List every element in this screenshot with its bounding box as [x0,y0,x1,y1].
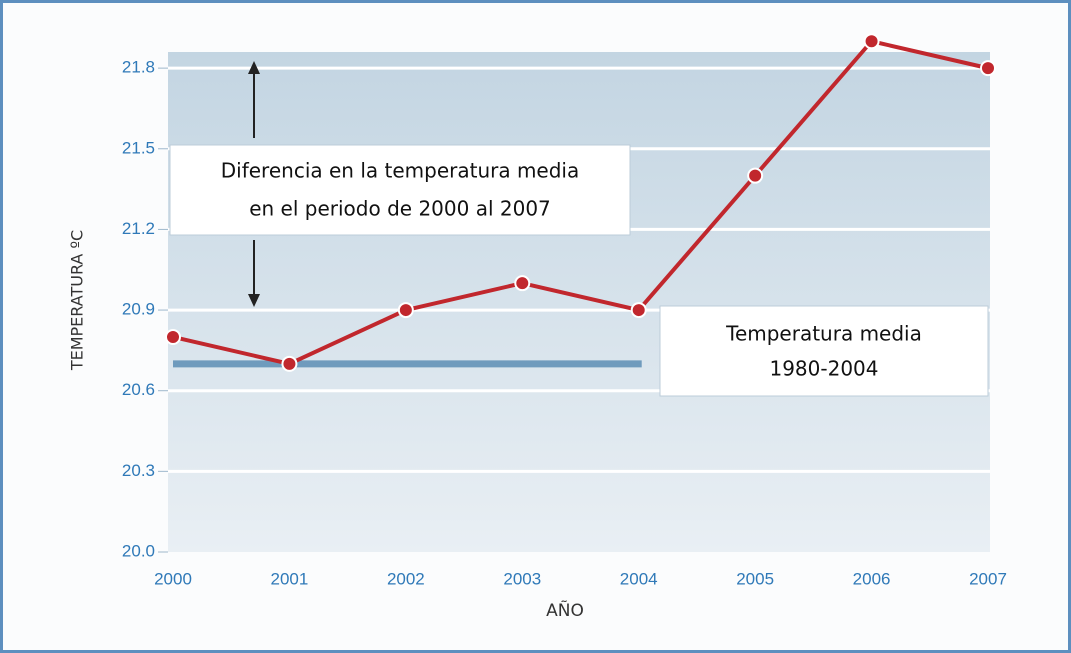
data-point [165,328,181,345]
x-tick-label: 2003 [503,569,541,588]
y-tick-label: 21.8 [122,58,155,77]
y-tick-label: 20.6 [122,380,155,399]
x-tick-label: 2000 [154,569,192,588]
arrow-head [248,61,260,74]
data-point [281,355,298,372]
data-point [747,167,764,184]
y-tick-label: 20.0 [122,541,155,560]
y-tick-label: 20.3 [122,461,155,480]
x-axis-label: AÑO [546,599,584,621]
x-tick-label: 2004 [620,569,658,588]
arrow-head [248,294,260,307]
data-point [863,33,880,50]
plot-area [168,52,990,552]
data-line [172,39,989,366]
annotation-text: en el periodo de 2000 al 2007 [249,197,551,221]
data-point [980,60,996,77]
data-point [514,275,531,292]
reference-text: Temperatura media [725,322,922,346]
y-tick-label: 21.5 [122,138,155,157]
annotation-text: Diferencia en la temperatura media [221,159,580,183]
x-tick-label: 2006 [853,569,891,588]
y-tick-label: 21.2 [122,219,155,238]
y-axis-label: TEMPERATURA ºC [68,230,87,371]
x-tick-label: 2001 [271,569,309,588]
y-tick-label: 20.9 [122,300,155,319]
annotation-box [169,144,631,236]
reference-box [659,305,989,397]
x-tick-label: 2002 [387,569,425,588]
reference-text: 1980-2004 [769,357,878,381]
data-point [630,302,647,319]
x-tick-label: 2005 [736,569,774,588]
data-point [397,302,414,319]
x-tick-label: 2007 [969,569,1007,588]
